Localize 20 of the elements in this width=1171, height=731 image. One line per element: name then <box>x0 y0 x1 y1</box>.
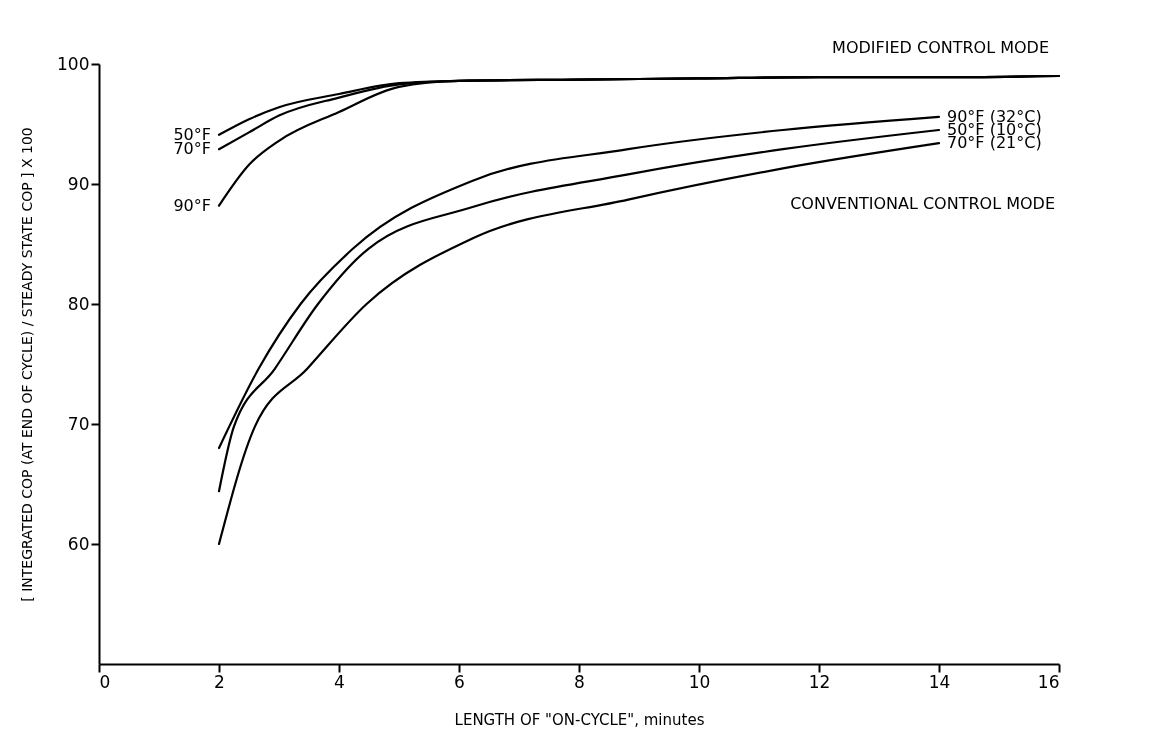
y-axis-title: [ INTEGRATED COP (AT END OF CYCLE) / STEADY STATE COP ] X 100 <box>19 127 36 602</box>
x-tick-label: 14 <box>928 671 951 692</box>
x-axis-title: LENGTH OF "ON-CYCLE", minutes <box>454 710 705 729</box>
y-tick-label: 70 <box>67 413 90 434</box>
x-tick-label: 8 <box>574 671 585 692</box>
y-tick-label: 100 <box>57 53 90 74</box>
text: MODIFIED CONTROL MODE <box>832 38 1049 57</box>
x-tick-label: 10 <box>688 671 711 692</box>
y-tick-label: 60 <box>67 533 90 554</box>
x-tick-label: 4 <box>334 671 345 692</box>
x-tick-label: 6 <box>454 671 465 692</box>
y-tick-label: 90 <box>67 173 90 194</box>
y-tick-label: 80 <box>67 293 90 314</box>
x-tick-label: 16 <box>1037 671 1060 692</box>
series-label: 70°F <box>173 139 211 159</box>
series-label: 90°F <box>173 195 211 215</box>
annotation: CONVENTIONAL CONTROL MODE <box>790 194 1055 213</box>
x-tick-label: 12 <box>808 671 831 692</box>
x-tick-label: 0 <box>99 671 111 692</box>
x-tick-label: 2 <box>214 671 225 692</box>
